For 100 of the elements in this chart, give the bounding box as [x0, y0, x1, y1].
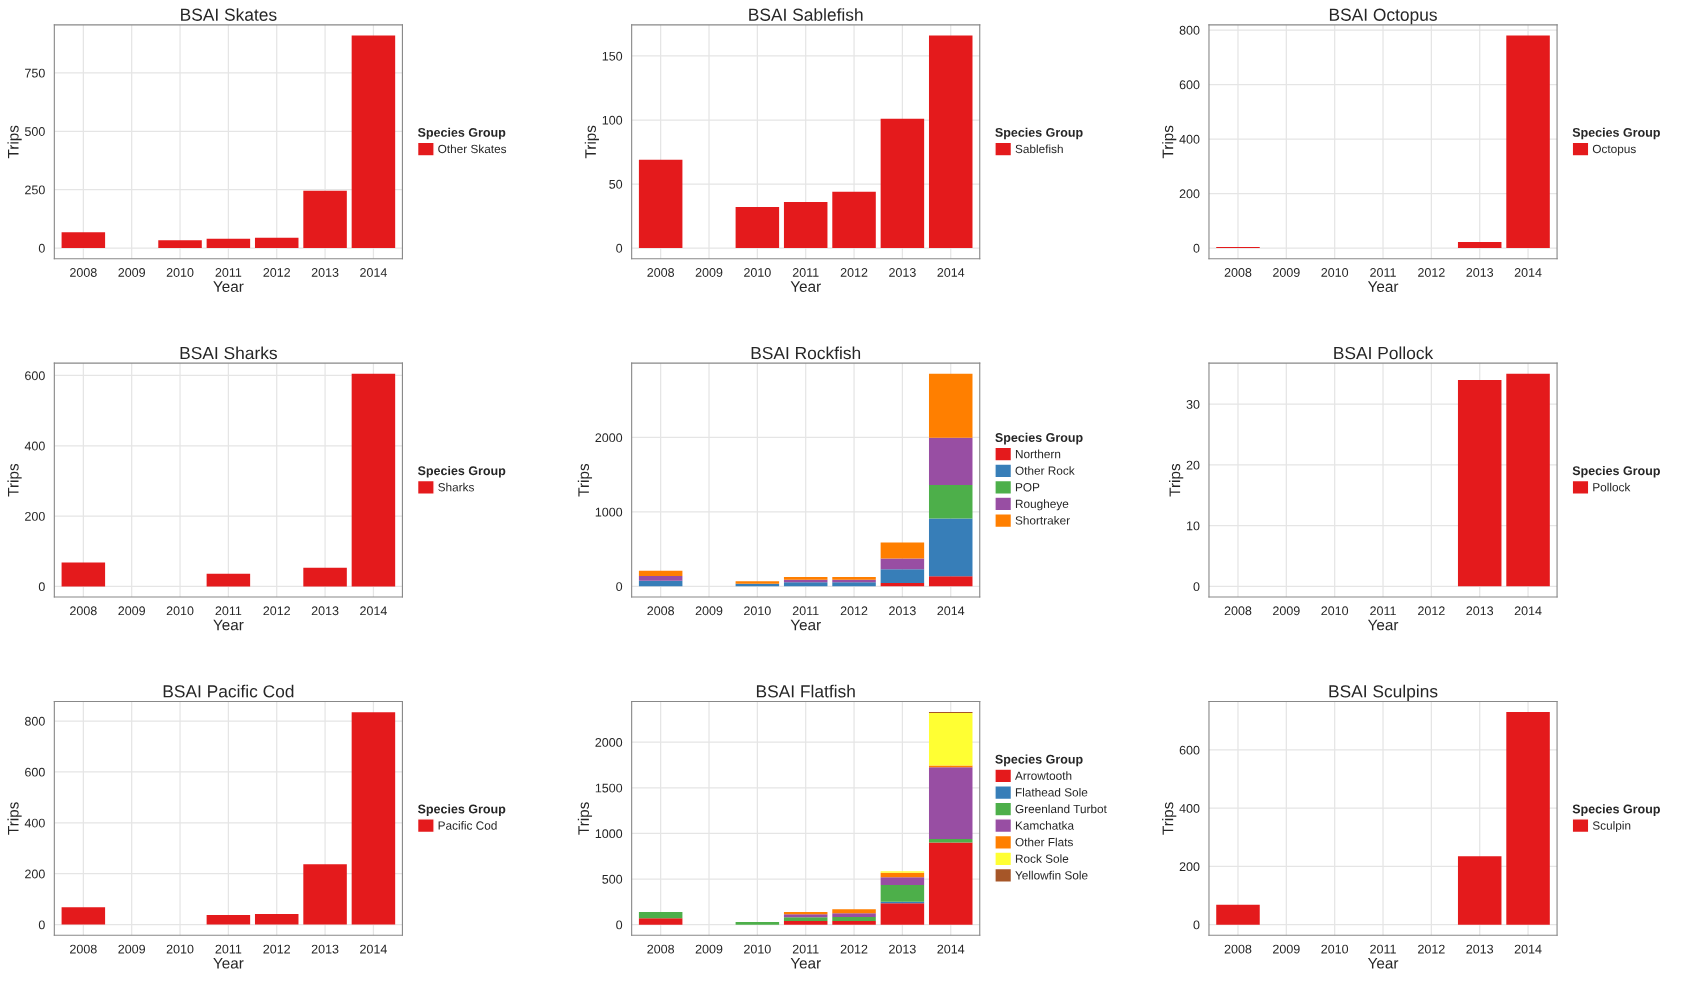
- x-tick-label: 2011: [1370, 606, 1396, 616]
- x-tick-label: 2012: [263, 268, 290, 277]
- bar: [832, 191, 876, 249]
- x-tick-label: 2012: [840, 606, 868, 616]
- bar: [61, 562, 106, 587]
- bar: [832, 909, 876, 914]
- x-tick-label: 2012: [840, 944, 868, 954]
- chart-title: BSAI Sablefish: [749, 8, 863, 21]
- y-tick-label: 800: [25, 716, 45, 726]
- x-tick-label: 2012: [840, 268, 868, 277]
- y-tick-label: 0: [1193, 920, 1200, 930]
- y-axis-title: Trips: [7, 802, 22, 835]
- y-tick-label: 10: [1187, 521, 1200, 531]
- bar: [735, 207, 780, 249]
- legend-title: Species Group: [417, 127, 506, 140]
- bar: [928, 767, 973, 839]
- y-tick-label: 500: [24, 127, 45, 136]
- x-tick-label: 2010: [1321, 606, 1349, 616]
- chart-title: BSAI Octopus: [1329, 8, 1437, 25]
- bar: [1506, 35, 1550, 249]
- bar: [928, 576, 973, 587]
- chart-title: BSAI Rockfish: [751, 346, 861, 360]
- bar: [928, 713, 973, 766]
- bar: [206, 238, 251, 249]
- bar: [832, 913, 876, 917]
- bar: [1506, 712, 1550, 925]
- x-tick-label: 2012: [263, 944, 290, 954]
- x-tick-label: 2014: [360, 268, 387, 277]
- legend-label: Rougheye: [1015, 499, 1069, 511]
- bar: [1457, 242, 1502, 249]
- y-tick-label: 600: [1179, 80, 1200, 90]
- x-tick-label: 2011: [215, 606, 242, 616]
- bar: [351, 373, 396, 587]
- y-tick-label: 0: [1193, 582, 1200, 592]
- bar: [638, 575, 683, 581]
- x-tick-label: 2014: [937, 606, 965, 616]
- legend-title: Species Group: [995, 127, 1083, 140]
- y-tick-label: 200: [1179, 862, 1200, 872]
- x-tick-label: 2014: [1514, 268, 1542, 277]
- x-tick-label: 2013: [1466, 268, 1494, 277]
- bar: [351, 35, 396, 249]
- y-tick-label: 200: [1179, 189, 1200, 199]
- y-axis-title: Trips: [584, 125, 599, 159]
- x-tick-label: 2012: [1418, 944, 1445, 954]
- y-tick-label: 400: [1179, 804, 1200, 813]
- bar: [880, 118, 925, 249]
- legend-title: Species Group: [1572, 804, 1660, 816]
- x-axis-title: Year: [213, 619, 244, 631]
- chart-title: BSAI Sharks: [180, 346, 277, 360]
- bar: [303, 190, 347, 249]
- chart-title: BSAI Pacific Cod: [163, 684, 294, 698]
- bar: [61, 907, 106, 925]
- bar: [928, 437, 973, 486]
- bar: [1216, 904, 1260, 925]
- x-tick-label: 2009: [695, 606, 723, 616]
- x-tick-label: 2014: [1514, 606, 1542, 616]
- x-tick-label: 2009: [695, 944, 723, 954]
- bar: [254, 237, 299, 249]
- bar: [638, 159, 683, 249]
- x-tick-label: 2009: [1273, 944, 1300, 954]
- x-tick-label: 2012: [1418, 268, 1445, 277]
- x-tick-label: 2010: [744, 944, 771, 954]
- x-tick-label: 2008: [70, 606, 97, 616]
- x-tick-label: 2008: [70, 944, 97, 954]
- bar: [880, 569, 925, 583]
- bar: [832, 916, 876, 922]
- y-tick-label: 400: [24, 818, 45, 828]
- bar: [61, 232, 106, 249]
- y-tick-label: 30: [1186, 399, 1200, 409]
- x-tick-label: 2013: [889, 944, 916, 954]
- legend-title: Species Group: [417, 804, 506, 816]
- bar: [928, 35, 973, 249]
- x-tick-label: 2010: [1321, 268, 1349, 277]
- y-tick-label: 600: [25, 371, 45, 381]
- y-tick-label: 1000: [595, 507, 623, 517]
- bar: [735, 921, 780, 925]
- x-tick-label: 2011: [792, 606, 819, 616]
- legend-label: Northern: [1015, 449, 1061, 459]
- bar: [832, 921, 876, 925]
- legend-label: Greenland Turbot: [1015, 804, 1107, 814]
- bar: [832, 582, 876, 587]
- chart-title: BSAI Sculpins: [1329, 684, 1438, 701]
- x-axis-title: Year: [213, 957, 244, 969]
- y-tick-label: 250: [25, 185, 45, 195]
- bar: [254, 913, 299, 925]
- legend-label: Other Rock: [1015, 466, 1075, 475]
- x-axis-title: Year: [1367, 957, 1399, 969]
- bar: [783, 201, 828, 249]
- y-axis-title: Trips: [577, 802, 593, 835]
- y-tick-label: 600: [1179, 745, 1200, 755]
- bar: [783, 917, 828, 922]
- x-axis-title: Year: [1367, 281, 1399, 292]
- legend-label: Octopus: [1592, 144, 1636, 156]
- y-tick-label: 1000: [595, 829, 623, 839]
- x-tick-label: 2009: [1273, 606, 1300, 616]
- bar: [158, 240, 202, 249]
- legend-label: Arrowtooth: [1015, 771, 1072, 780]
- x-tick-label: 2009: [118, 268, 145, 277]
- y-axis-title: Trips: [577, 463, 593, 497]
- legend-label: Sablefish: [1015, 144, 1063, 154]
